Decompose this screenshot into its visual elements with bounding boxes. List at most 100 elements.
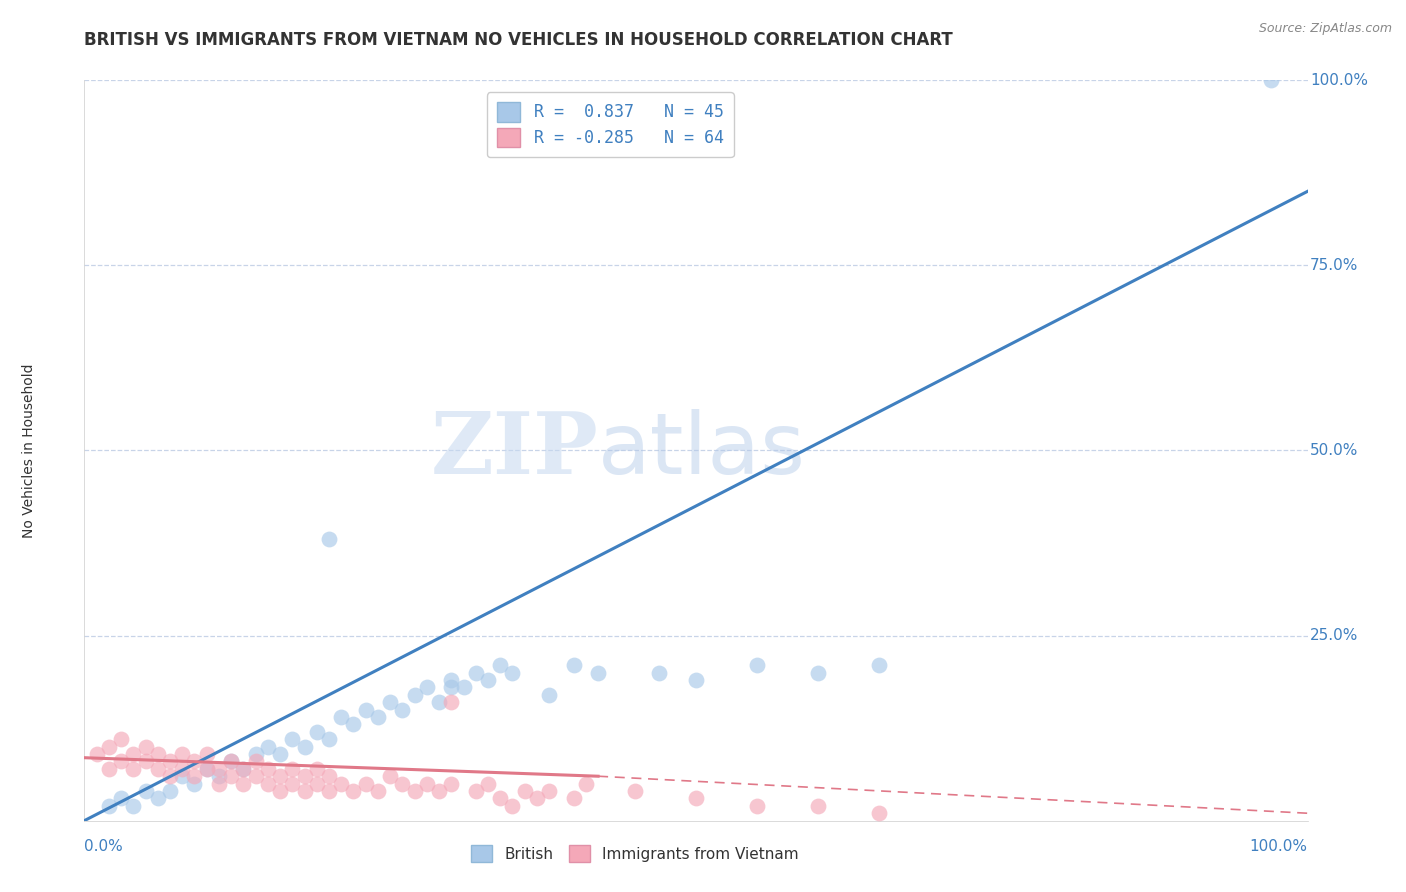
Point xyxy=(391,703,413,717)
Point xyxy=(416,776,439,791)
Point xyxy=(122,747,145,761)
Point xyxy=(245,747,267,761)
Point xyxy=(318,533,340,547)
Point xyxy=(159,769,181,783)
Point xyxy=(281,776,304,791)
Point xyxy=(648,665,671,680)
Point xyxy=(538,784,561,798)
Point xyxy=(122,762,145,776)
Point xyxy=(538,688,561,702)
Point xyxy=(747,658,769,673)
Text: 100.0%: 100.0% xyxy=(1250,839,1308,855)
Text: atlas: atlas xyxy=(598,409,806,492)
Text: 100.0%: 100.0% xyxy=(1310,73,1368,87)
Point xyxy=(257,762,280,776)
Point xyxy=(294,769,316,783)
Point xyxy=(440,776,463,791)
Point xyxy=(330,776,353,791)
Point xyxy=(416,681,439,695)
Point xyxy=(562,791,585,805)
Point xyxy=(427,784,450,798)
Text: 0.0%: 0.0% xyxy=(84,839,124,855)
Point xyxy=(208,776,231,791)
Point xyxy=(477,776,499,791)
Point xyxy=(404,688,426,702)
Point xyxy=(427,695,450,709)
Text: BRITISH VS IMMIGRANTS FROM VIETNAM NO VEHICLES IN HOUSEHOLD CORRELATION CHART: BRITISH VS IMMIGRANTS FROM VIETNAM NO VE… xyxy=(84,31,953,49)
Point xyxy=(305,776,328,791)
Point xyxy=(257,739,280,754)
Point xyxy=(122,798,145,813)
Point xyxy=(183,755,205,769)
Point xyxy=(869,658,891,673)
Point xyxy=(501,798,523,813)
Point xyxy=(305,762,328,776)
Point xyxy=(318,769,340,783)
Point xyxy=(685,791,707,805)
Point xyxy=(219,769,242,783)
Point xyxy=(440,673,463,687)
Point xyxy=(294,784,316,798)
Point xyxy=(354,776,377,791)
Point xyxy=(318,732,340,747)
Point xyxy=(477,673,499,687)
Point xyxy=(747,798,769,813)
Point xyxy=(380,769,402,783)
Point xyxy=(526,791,548,805)
Point xyxy=(624,784,647,798)
Point xyxy=(354,703,377,717)
Point xyxy=(232,776,254,791)
Point xyxy=(110,755,132,769)
Point xyxy=(159,755,181,769)
Point xyxy=(367,710,389,724)
Point xyxy=(305,724,328,739)
Point xyxy=(97,739,120,754)
Point xyxy=(183,769,205,783)
Point xyxy=(135,739,157,754)
Point xyxy=(219,755,242,769)
Point xyxy=(391,776,413,791)
Point xyxy=(146,762,169,776)
Point xyxy=(208,769,231,783)
Point xyxy=(135,755,157,769)
Point xyxy=(110,791,132,805)
Point xyxy=(110,732,132,747)
Text: ZIP: ZIP xyxy=(430,409,598,492)
Point xyxy=(685,673,707,687)
Point xyxy=(404,784,426,798)
Point xyxy=(342,784,364,798)
Point xyxy=(464,784,486,798)
Point xyxy=(380,695,402,709)
Point xyxy=(146,791,169,805)
Point xyxy=(245,755,267,769)
Point xyxy=(195,747,218,761)
Point xyxy=(281,732,304,747)
Point xyxy=(172,762,194,776)
Point xyxy=(219,755,242,769)
Point xyxy=(208,762,231,776)
Point xyxy=(146,747,169,761)
Point xyxy=(257,776,280,791)
Point xyxy=(269,784,291,798)
Point xyxy=(245,769,267,783)
Point xyxy=(453,681,475,695)
Point xyxy=(269,747,291,761)
Point xyxy=(294,739,316,754)
Text: 75.0%: 75.0% xyxy=(1310,258,1358,273)
Text: Source: ZipAtlas.com: Source: ZipAtlas.com xyxy=(1258,22,1392,36)
Point xyxy=(97,762,120,776)
Text: 50.0%: 50.0% xyxy=(1310,443,1358,458)
Point xyxy=(86,747,108,761)
Point xyxy=(501,665,523,680)
Point xyxy=(232,762,254,776)
Point xyxy=(172,769,194,783)
Point xyxy=(159,784,181,798)
Point xyxy=(342,717,364,731)
Point xyxy=(97,798,120,813)
Point xyxy=(281,762,304,776)
Point xyxy=(232,762,254,776)
Point xyxy=(562,658,585,673)
Point xyxy=(575,776,598,791)
Point xyxy=(586,665,609,680)
Point xyxy=(440,681,463,695)
